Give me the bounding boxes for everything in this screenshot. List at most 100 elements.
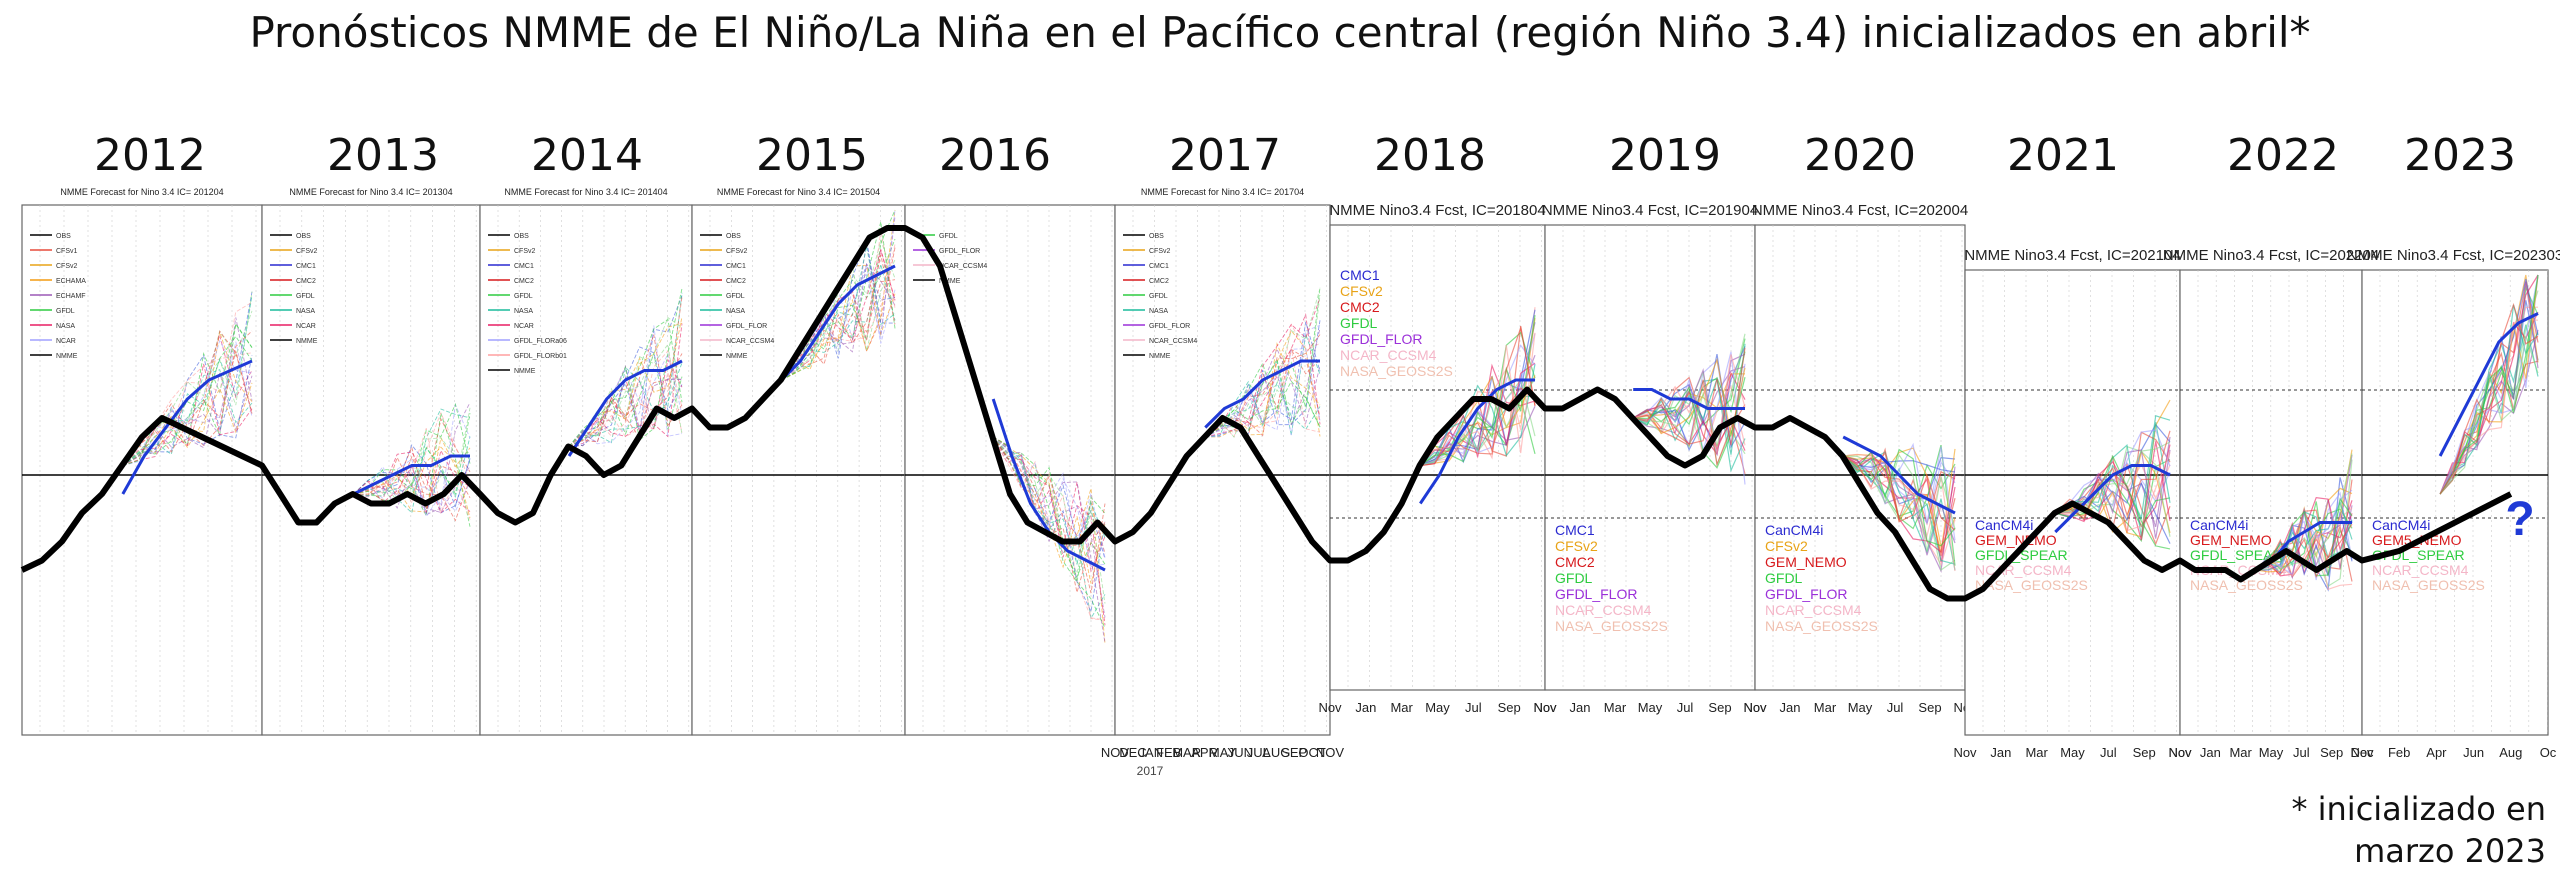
x-tick-label: Mar bbox=[1604, 700, 1627, 715]
x-tick-label: Jul bbox=[1677, 700, 1694, 715]
ensemble-mean-line bbox=[1842, 435, 1956, 515]
ensemble-member-line bbox=[1205, 297, 1321, 438]
legend-label: NMME bbox=[726, 353, 748, 360]
panel-title: NMME Nino3.4 Fcst, IC=202104 bbox=[1964, 247, 2180, 264]
legend-label: CMC2 bbox=[296, 278, 316, 285]
ensemble-member-line bbox=[568, 296, 683, 447]
legend-label: NMME bbox=[296, 338, 318, 345]
legend-label: NASA bbox=[514, 308, 533, 315]
legend-label: NMME bbox=[56, 353, 78, 360]
ensemble-member-line bbox=[122, 330, 253, 466]
legend-label: NCAR_CCSM4 bbox=[2372, 562, 2469, 578]
legend-label: CMC2 bbox=[1340, 299, 1380, 315]
ensemble-member-line bbox=[353, 408, 471, 514]
legend-label: CMC2 bbox=[514, 278, 534, 285]
panel-title: NMME Nino3.4 Fcst, IC=201904 bbox=[1542, 202, 1758, 219]
legend-label: CMC2 bbox=[1149, 278, 1169, 285]
x-tick-label: Nov bbox=[1953, 745, 1977, 760]
x-tick-label: JUL bbox=[1247, 745, 1270, 760]
panel-title: NMME Forecast for Nino 3.4 IC= 201304 bbox=[289, 187, 452, 197]
panel-title: NMME Nino3.4 Fcst, IC=202004 bbox=[1752, 202, 1968, 219]
x-tick-label: NOV bbox=[1316, 745, 1345, 760]
legend-label: CMC1 bbox=[1149, 263, 1169, 270]
ensemble-member-line bbox=[353, 407, 471, 509]
x-tick-label: Jan bbox=[1570, 700, 1591, 715]
legend-label: CMC1 bbox=[296, 263, 316, 270]
year-label: 2023 bbox=[2404, 130, 2516, 181]
x-tick-label: Mar bbox=[2025, 745, 2048, 760]
legend-label: GFDL bbox=[726, 293, 745, 300]
ensemble-member-line bbox=[1842, 453, 1956, 552]
x-tick-label: Jul bbox=[1465, 700, 1482, 715]
legend-label: CFSv2 bbox=[514, 248, 536, 255]
ensemble-member-line bbox=[1843, 455, 1956, 571]
legend-label: NASA bbox=[726, 308, 745, 315]
ensemble-member-line bbox=[568, 352, 683, 447]
legend-label: GFDL_FLOR bbox=[726, 323, 767, 330]
ensemble-member-line bbox=[2055, 441, 2171, 541]
legend-label: CFSv2 bbox=[1149, 248, 1171, 255]
legend-label: CanCM4i bbox=[2372, 517, 2430, 533]
x-tick-label: JUN bbox=[1228, 745, 1253, 760]
legend-label: GFDL_FLORb01 bbox=[514, 353, 567, 360]
panel-title: NMME Forecast for Nino 3.4 IC= 201204 bbox=[60, 187, 223, 197]
x-tick-label: Nov bbox=[1743, 700, 1767, 715]
ensemble-member-line bbox=[781, 264, 896, 381]
ensemble-member-line bbox=[568, 350, 683, 447]
ensemble-member-line bbox=[781, 263, 896, 381]
legend-label: CMC1 bbox=[514, 263, 534, 270]
legend-label: GFDL_FLOR bbox=[939, 248, 980, 255]
ensemble-mean-line bbox=[1204, 359, 1320, 429]
x-tick-label: Jan bbox=[2200, 745, 2221, 760]
x-tick-label: Sep bbox=[1918, 700, 1941, 715]
legend-label: CMC2 bbox=[726, 278, 746, 285]
legend-label: NASA_GEOSS2S bbox=[1975, 577, 2088, 593]
ensemble-mean-line bbox=[2054, 464, 2171, 534]
ensemble-member-line bbox=[1842, 455, 1956, 473]
x-tick-label: Sep bbox=[2320, 745, 2343, 760]
ensemble-member-line bbox=[122, 363, 253, 466]
legend-label: NCAR bbox=[296, 323, 316, 330]
legend-label: GFDL_FLOR bbox=[1555, 586, 1637, 602]
ensemble-member-line bbox=[1204, 295, 1321, 438]
ensemble-member-line bbox=[992, 436, 1106, 594]
legend-label: NCAR_CCSM4 bbox=[1975, 562, 2072, 578]
legend-label: OBS bbox=[296, 233, 311, 240]
ensemble-member-line bbox=[568, 353, 683, 447]
ensemble-member-line bbox=[122, 341, 253, 466]
year-label: 2021 bbox=[2007, 130, 2119, 181]
x-tick-label: May bbox=[2060, 745, 2085, 760]
ensemble-member-line bbox=[1419, 332, 1536, 466]
ensemble-member-line bbox=[1420, 379, 1536, 467]
year-label: 2020 bbox=[1804, 130, 1916, 181]
x-tick-label: Nov bbox=[1318, 700, 1342, 715]
legend-label: CFSv2 bbox=[1340, 283, 1383, 299]
ensemble-member-line bbox=[2439, 274, 2539, 495]
ensemble-member-line bbox=[1633, 377, 1746, 469]
legend-label: GFDL bbox=[1149, 293, 1168, 300]
ensemble-member-line bbox=[2055, 449, 2171, 539]
x-tick-label: Sep bbox=[1708, 700, 1731, 715]
year-label: 2018 bbox=[1374, 130, 1486, 181]
x-tick-label: Jul bbox=[2100, 745, 2117, 760]
legend-label: GFDL_FLOR bbox=[1765, 586, 1847, 602]
ensemble-mean-line bbox=[1419, 378, 1535, 505]
ensemble-member-line bbox=[2054, 462, 2171, 514]
question-mark: ? bbox=[2505, 493, 2534, 546]
x-tick-label: May bbox=[1638, 700, 1663, 715]
x-tick-label: Jul bbox=[1887, 700, 1904, 715]
year-label: 2016 bbox=[939, 130, 1051, 181]
x-tick-label: May bbox=[2259, 745, 2284, 760]
ensemble-member-line bbox=[1204, 334, 1321, 438]
legend-label: CanCM4i bbox=[1975, 517, 2033, 533]
x-tick-label: Mar bbox=[1814, 700, 1837, 715]
legend-label: NCAR_CCSM4 bbox=[1765, 602, 1862, 618]
legend-label: GFDL_FLOR bbox=[1340, 331, 1422, 347]
x-tick-label: FEB bbox=[1156, 745, 1181, 760]
legend-label: GEM_NEMO bbox=[1765, 554, 1847, 570]
x-tick-label: Jul bbox=[2293, 745, 2310, 760]
legend-label: GFDL bbox=[1340, 315, 1378, 331]
ensemble-member-line bbox=[353, 458, 471, 515]
ensemble-member-line bbox=[1633, 333, 1746, 449]
legend-label: CanCM4i bbox=[2190, 517, 2248, 533]
